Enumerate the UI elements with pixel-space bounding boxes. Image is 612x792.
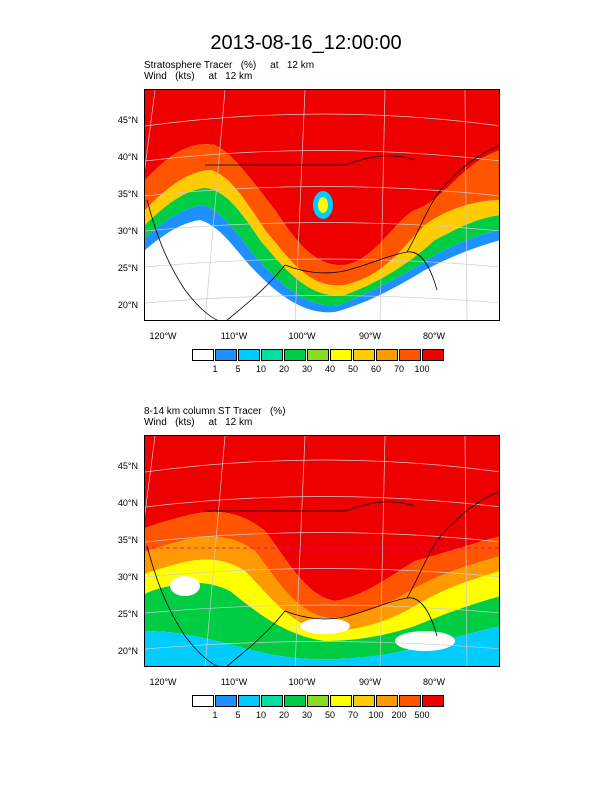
colorbar-swatch — [330, 695, 352, 707]
colorbar-tick-label: 10 — [255, 364, 266, 374]
panel2-lat-label: 25°N — [117, 609, 138, 619]
panel2-lat-label: 20°N — [117, 646, 138, 656]
colorbar-tick-label: 500 — [414, 710, 430, 720]
panel2-lon-label: 80°W — [422, 677, 446, 687]
panel2-lon-label: 90°W — [358, 677, 382, 687]
colorbar-tick-label: 70 — [393, 364, 404, 374]
colorbar-swatch — [192, 349, 214, 361]
colorbar-tick-label: 200 — [391, 710, 407, 720]
panel2-title-line2: Wind (kts) at 12 km — [144, 417, 253, 428]
panel1-lat-label: 25°N — [117, 263, 138, 273]
colorbar-swatch — [284, 695, 306, 707]
colorbar-swatch — [330, 349, 352, 361]
page-title: 2013-08-16_12:00:00 — [210, 32, 402, 54]
panel1-lon-label: 80°W — [422, 331, 446, 341]
colorbar-swatch — [399, 695, 421, 707]
colorbar-swatch — [353, 695, 375, 707]
panel1-lat-label: 35°N — [117, 189, 138, 199]
colorbar-swatch — [261, 695, 283, 707]
colorbar-tick-label: 5 — [235, 710, 241, 720]
colorbar-tick-label: 1 — [212, 364, 218, 374]
panel1-lat-label: 20°N — [117, 300, 138, 310]
colorbar-tick-label: 1 — [212, 710, 218, 720]
colorbar-tick-label: 40 — [324, 364, 335, 374]
colorbar-tick-label: 10 — [255, 710, 266, 720]
panel2-lat-label: 30°N — [117, 572, 138, 582]
panel2-lat-label: 45°N — [117, 461, 138, 471]
colorbar-swatch — [376, 695, 398, 707]
panel1-title-line1: Stratosphere Tracer (%) at 12 km — [144, 60, 315, 71]
panel2-map-svg — [145, 436, 499, 666]
colorbar-tick-label: 30 — [301, 710, 312, 720]
panel2-map — [144, 435, 500, 667]
colorbar-tick-label: 30 — [301, 364, 312, 374]
panel1-map — [144, 89, 500, 321]
colorbar-swatch — [353, 349, 375, 361]
panel2-lon-label: 100°W — [288, 677, 316, 687]
colorbar-swatch — [284, 349, 306, 361]
colorbar-tick-label: 50 — [324, 710, 335, 720]
panel2-lon-label: 120°W — [149, 677, 177, 687]
colorbar-swatch — [376, 349, 398, 361]
colorbar-swatch — [215, 695, 237, 707]
colorbar-swatch — [422, 695, 444, 707]
colorbar-tick-label: 50 — [347, 364, 358, 374]
panel2-title-line1: 8-14 km column ST Tracer (%) — [144, 406, 286, 417]
panel1-lon-label: 110°W — [220, 331, 248, 341]
panel2-lon-label: 110°W — [220, 677, 248, 687]
colorbar-swatch — [307, 349, 329, 361]
colorbar-swatch — [399, 349, 421, 361]
panel1-lat-label: 30°N — [117, 226, 138, 236]
panel2-lat-label: 35°N — [117, 535, 138, 545]
panel1-colorbar: 1 5 10 20 30 40 50 60 70 100 — [192, 349, 452, 374]
colorbar-swatch — [215, 349, 237, 361]
colorbar-swatch — [261, 349, 283, 361]
colorbar-tick-label: 100 — [368, 710, 384, 720]
panel2-lat-label: 40°N — [117, 498, 138, 508]
colorbar-swatch — [422, 349, 444, 361]
colorbar-tick-label: 20 — [278, 364, 289, 374]
panel2-colorbar: 1 5 10 20 30 50 70 100 200 500 — [192, 695, 452, 720]
colorbar-tick-label: 100 — [414, 364, 430, 374]
panel1-lon-label: 100°W — [288, 331, 316, 341]
colorbar-swatch — [238, 349, 260, 361]
panel1-lon-label: 120°W — [149, 331, 177, 341]
panel1-lon-label: 90°W — [358, 331, 382, 341]
panel1-lat-label: 40°N — [117, 152, 138, 162]
colorbar-swatch — [238, 695, 260, 707]
colorbar-tick-label: 60 — [370, 364, 381, 374]
colorbar-swatch — [307, 695, 329, 707]
panel1-map-svg — [145, 90, 499, 320]
colorbar-swatch — [192, 695, 214, 707]
panel1-lat-label: 45°N — [117, 115, 138, 125]
colorbar-tick-label: 5 — [235, 364, 241, 374]
colorbar-tick-label: 20 — [278, 710, 289, 720]
colorbar-tick-label: 70 — [347, 710, 358, 720]
panel1-title-line2: Wind (kts) at 12 km — [144, 71, 253, 82]
